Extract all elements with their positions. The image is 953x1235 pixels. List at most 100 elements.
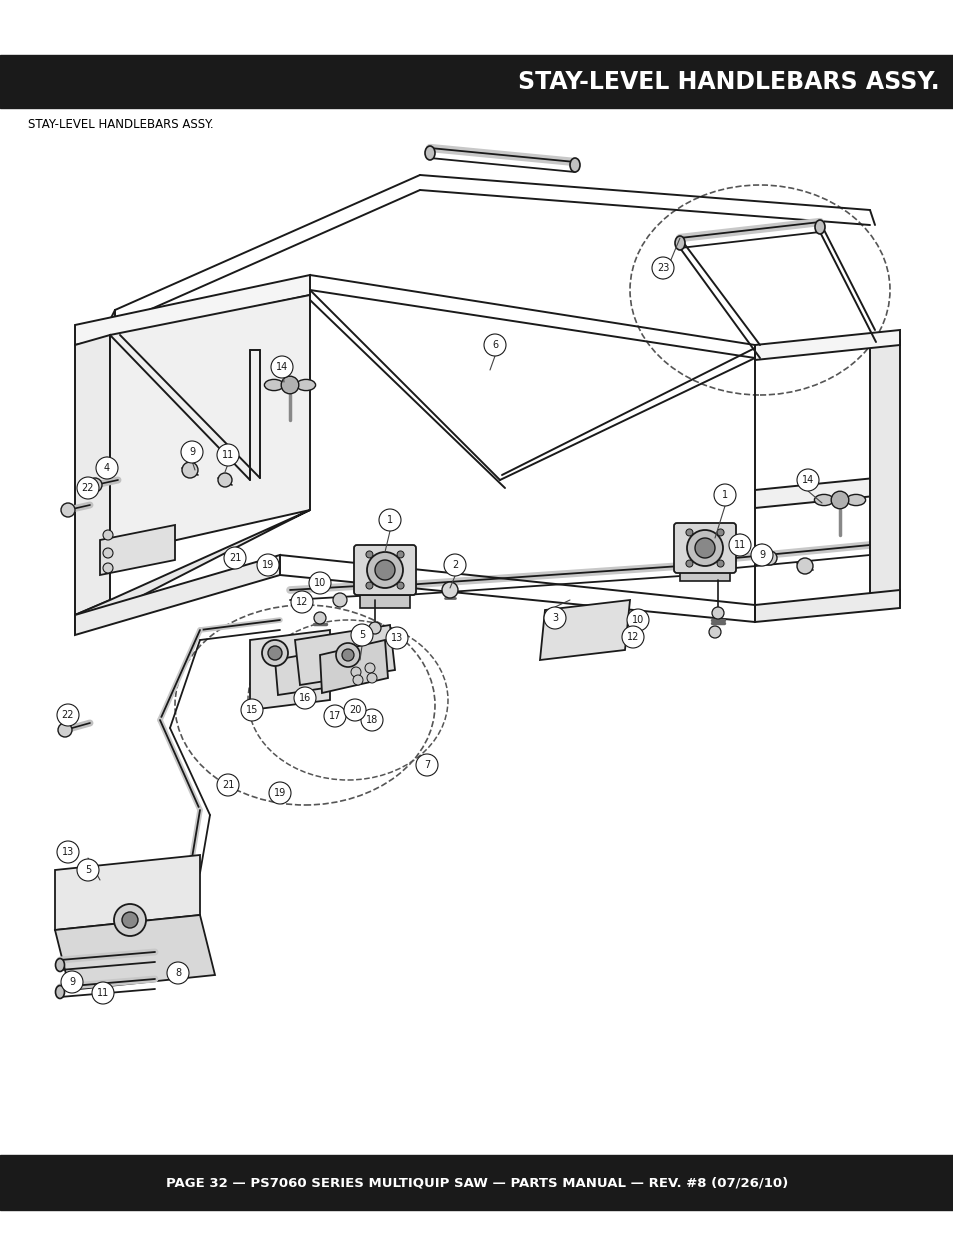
Polygon shape — [359, 595, 410, 608]
Text: 18: 18 — [366, 715, 377, 725]
Circle shape — [351, 624, 373, 646]
Text: 13: 13 — [62, 847, 74, 857]
Polygon shape — [754, 590, 899, 622]
Circle shape — [796, 469, 818, 492]
Circle shape — [626, 609, 648, 631]
Text: 9: 9 — [759, 550, 764, 559]
Ellipse shape — [55, 958, 65, 972]
Circle shape — [333, 593, 347, 606]
Text: 22: 22 — [82, 483, 94, 493]
Circle shape — [685, 559, 692, 567]
Text: 3: 3 — [552, 613, 558, 622]
Circle shape — [77, 477, 99, 499]
Polygon shape — [250, 630, 330, 710]
Circle shape — [366, 582, 373, 589]
Circle shape — [416, 755, 437, 776]
Ellipse shape — [814, 220, 824, 233]
Circle shape — [396, 582, 404, 589]
Circle shape — [351, 667, 360, 677]
Text: 21: 21 — [222, 781, 233, 790]
Circle shape — [685, 529, 692, 536]
Polygon shape — [75, 335, 110, 615]
Text: 10: 10 — [314, 578, 326, 588]
Polygon shape — [75, 555, 280, 635]
Circle shape — [762, 551, 776, 564]
Circle shape — [651, 257, 673, 279]
Text: 11: 11 — [222, 450, 233, 459]
Circle shape — [103, 563, 112, 573]
Ellipse shape — [845, 494, 864, 505]
Circle shape — [96, 457, 118, 479]
Polygon shape — [75, 510, 310, 630]
Circle shape — [708, 626, 720, 638]
Circle shape — [57, 704, 79, 726]
Circle shape — [77, 860, 99, 881]
Polygon shape — [754, 478, 874, 508]
Circle shape — [309, 572, 331, 594]
Circle shape — [366, 551, 373, 558]
Text: 14: 14 — [275, 362, 288, 372]
Text: 20: 20 — [349, 705, 361, 715]
Text: 22: 22 — [62, 710, 74, 720]
Circle shape — [695, 538, 714, 558]
Circle shape — [344, 699, 366, 721]
Circle shape — [717, 529, 723, 536]
Circle shape — [271, 356, 293, 378]
Polygon shape — [274, 648, 345, 695]
Circle shape — [91, 982, 113, 1004]
Circle shape — [61, 971, 83, 993]
Text: 19: 19 — [262, 559, 274, 571]
Text: 5: 5 — [85, 864, 91, 876]
Circle shape — [378, 509, 400, 531]
Ellipse shape — [55, 986, 65, 999]
Bar — [0, 56, 953, 107]
Circle shape — [386, 627, 408, 650]
Circle shape — [61, 503, 75, 517]
Circle shape — [367, 673, 376, 683]
Text: 10: 10 — [631, 615, 643, 625]
Circle shape — [483, 333, 505, 356]
Text: 11: 11 — [733, 540, 745, 550]
Ellipse shape — [814, 494, 833, 505]
Circle shape — [713, 484, 735, 506]
Text: 23: 23 — [656, 263, 668, 273]
Circle shape — [543, 606, 565, 629]
Circle shape — [256, 555, 278, 576]
Polygon shape — [100, 525, 174, 576]
Circle shape — [58, 722, 71, 737]
Text: 14: 14 — [801, 475, 813, 485]
Polygon shape — [55, 915, 214, 990]
Text: 7: 7 — [423, 760, 430, 769]
Circle shape — [103, 548, 112, 558]
Circle shape — [830, 492, 848, 509]
Text: STAY-LEVEL HANDLEBARS ASSY.: STAY-LEVEL HANDLEBARS ASSY. — [517, 69, 939, 94]
Circle shape — [686, 530, 722, 566]
Circle shape — [113, 904, 146, 936]
Circle shape — [224, 547, 246, 569]
Circle shape — [443, 555, 465, 576]
FancyBboxPatch shape — [673, 522, 735, 573]
Circle shape — [367, 552, 402, 588]
Text: 5: 5 — [358, 630, 365, 640]
Circle shape — [241, 699, 263, 721]
Circle shape — [621, 626, 643, 648]
Circle shape — [269, 782, 291, 804]
Circle shape — [353, 676, 363, 685]
Circle shape — [341, 650, 354, 661]
Text: 19: 19 — [274, 788, 286, 798]
Polygon shape — [75, 275, 310, 345]
Circle shape — [281, 377, 298, 394]
Circle shape — [324, 705, 346, 727]
Text: 17: 17 — [329, 711, 341, 721]
Circle shape — [216, 445, 239, 466]
Text: 4: 4 — [104, 463, 110, 473]
Circle shape — [57, 841, 79, 863]
Circle shape — [262, 640, 288, 666]
Circle shape — [167, 962, 189, 984]
Ellipse shape — [296, 379, 315, 390]
Text: 9: 9 — [189, 447, 194, 457]
Polygon shape — [754, 330, 899, 359]
Ellipse shape — [264, 379, 283, 390]
Circle shape — [103, 530, 112, 540]
Text: 21: 21 — [229, 553, 241, 563]
